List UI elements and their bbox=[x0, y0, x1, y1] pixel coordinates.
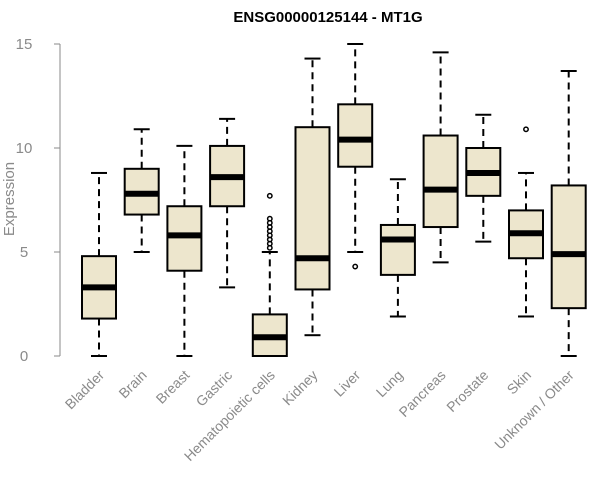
box-kidney bbox=[294, 57, 331, 337]
x-tick-label: Gastric bbox=[193, 367, 236, 410]
box-gastric bbox=[209, 117, 246, 289]
y-tick-label: 5 bbox=[20, 244, 28, 261]
x-tick-label: Liver bbox=[331, 367, 364, 400]
box-iqr bbox=[379, 223, 416, 276]
box-brain bbox=[123, 128, 160, 253]
box-series bbox=[81, 43, 587, 357]
y-axis-ticks: 0 5 10 15 bbox=[16, 36, 60, 365]
box-bladder bbox=[81, 171, 117, 357]
box-iqr bbox=[294, 126, 331, 291]
box-unknown-other bbox=[550, 70, 587, 357]
box-iqr bbox=[166, 205, 203, 272]
box-breast bbox=[166, 144, 203, 357]
x-tick-label: Lung bbox=[373, 367, 406, 400]
box-lung bbox=[379, 178, 416, 318]
x-tick-label: Unknown / Other bbox=[491, 367, 577, 453]
x-tick-label: Breast bbox=[153, 367, 193, 407]
outlier-point bbox=[523, 126, 529, 133]
y-tick-label: 0 bbox=[20, 348, 28, 365]
box-iqr bbox=[337, 103, 374, 168]
box-iqr bbox=[550, 184, 587, 310]
box-iqr bbox=[422, 134, 459, 229]
outlier-point bbox=[266, 192, 273, 199]
box-pancreas bbox=[422, 51, 459, 264]
outlier-point bbox=[352, 263, 359, 270]
y-tick-label: 15 bbox=[16, 36, 33, 53]
x-tick-label: Kidney bbox=[279, 367, 321, 409]
x-tick-label: Bladder bbox=[62, 367, 108, 413]
x-tick-label: Prostate bbox=[443, 367, 491, 415]
box-liver bbox=[337, 43, 374, 270]
box-hematopoietic-cells bbox=[251, 192, 288, 357]
x-tick-label: Pancreas bbox=[396, 367, 449, 420]
box-skin bbox=[508, 126, 544, 318]
y-axis-label: Expression bbox=[1, 162, 18, 236]
y-tick-label: 10 bbox=[16, 140, 33, 157]
outlier-point bbox=[266, 215, 273, 222]
box-prostate bbox=[465, 113, 502, 243]
x-tick-label: Skin bbox=[504, 367, 535, 398]
x-tick-label: Brain bbox=[115, 367, 149, 401]
chart-title: ENSG00000125144 - MT1G bbox=[233, 9, 422, 26]
